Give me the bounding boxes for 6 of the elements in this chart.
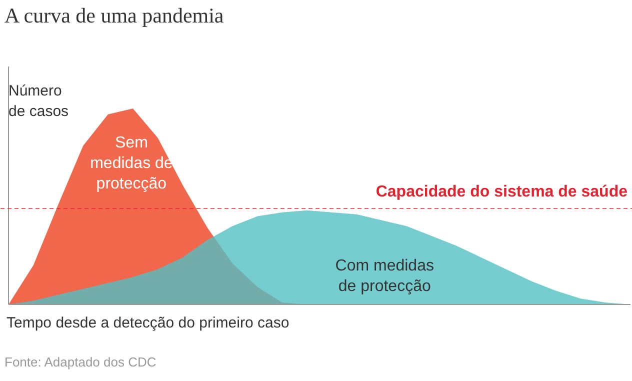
y-axis-title: Número de casos xyxy=(8,82,69,120)
series-label: Com medidas de protecção xyxy=(335,258,434,295)
ref-line-label: Capacidade do sistema de saúde xyxy=(376,183,628,200)
chart-title: A curva de uma pandemia xyxy=(4,4,224,28)
x-axis-title: Tempo desde a detecção do primeiro caso xyxy=(6,314,290,332)
source-note: Fonte: Adaptado dos CDC xyxy=(4,354,156,370)
